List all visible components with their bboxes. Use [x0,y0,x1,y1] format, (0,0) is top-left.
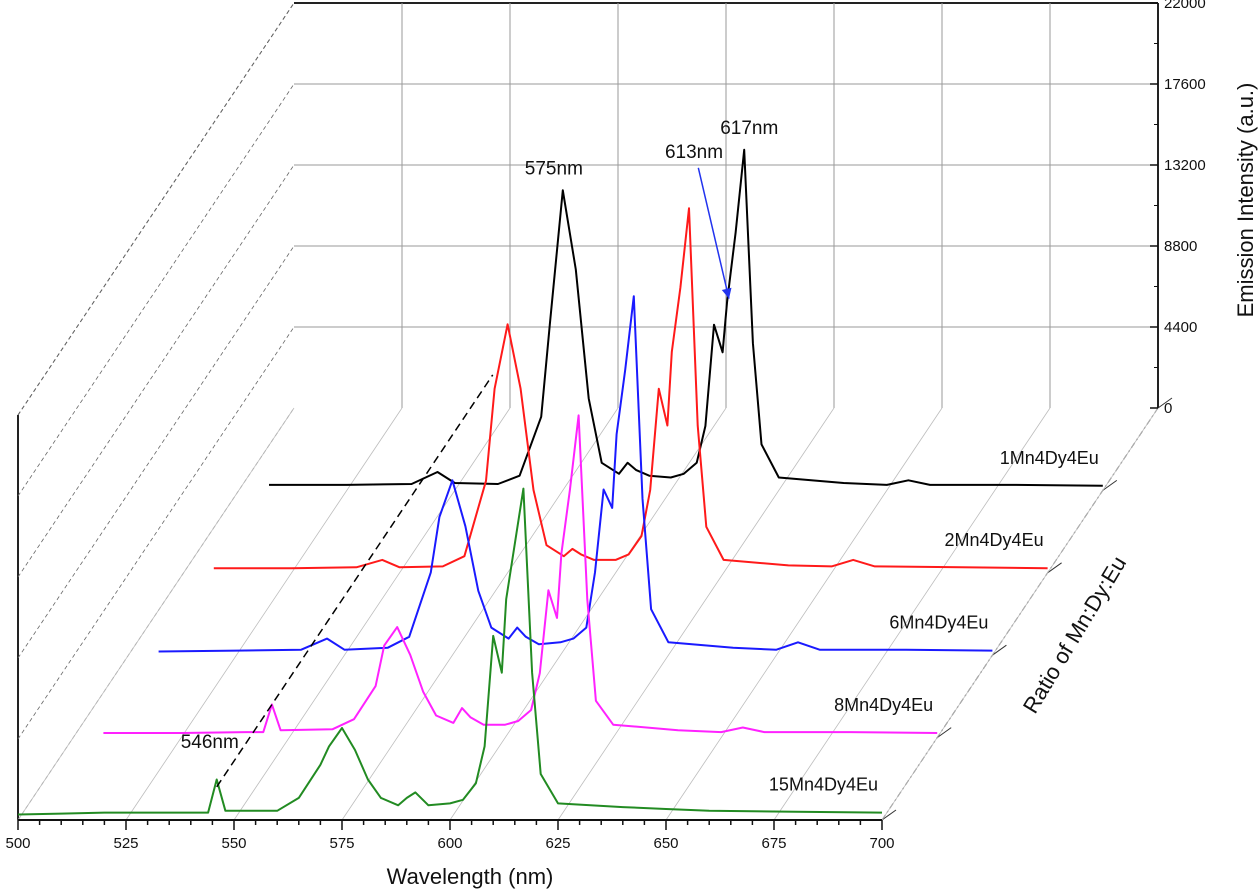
x-tick-label: 500 [5,835,30,852]
left-wall-grid-diag [17,245,295,659]
peak-label-546nm: 546nm [181,732,239,753]
floor-grid-diag [773,407,1051,821]
x-tick-label: 575 [329,835,354,852]
ratio-axis-tick [881,809,897,821]
floor-grid-diag [881,407,1159,821]
series-line-1Mn4Dy4Eu [269,148,1103,487]
ratio-axis-title: Ratio of Mn:Dy:Eu [1018,552,1131,718]
x-tick-label: 600 [437,835,462,852]
series-label-2Mn4Dy4Eu: 2Mn4Dy4Eu [945,530,1044,550]
series-label-6Mn4Dy4Eu: 6Mn4Dy4Eu [889,613,988,633]
x-tick-label: 675 [761,835,786,852]
peak-label-575nm: 575nm [525,158,583,179]
series-line-8Mn4Dy4Eu [103,414,938,734]
floor-grid-diag [665,407,943,821]
annotation-layer: 575nm 617nm 613nm 546nm [181,118,778,788]
series-line-15Mn4Dy4Eu [17,487,883,816]
floor-grid-diag [233,407,511,821]
ratio-axis-tick [992,644,1007,656]
floor-grid-diag [341,407,619,821]
z-tick-label: 8800 [1164,238,1197,255]
floor-grid-diag [557,407,835,821]
left-wall-grid-diag [17,164,295,578]
x-tick-label: 700 [869,835,894,852]
floor-grid-diag [17,407,295,821]
z-tick-label: 13200 [1164,157,1206,174]
z-tick-label: 0 [1164,400,1172,417]
left-wall-grid-diag [17,2,295,416]
axes-layer: 500 525 550 575 600 625 650 675 700 0 4400 8800 1320… [5,0,1205,852]
series-label-1Mn4Dy4Eu: 1Mn4Dy4Eu [1000,448,1099,468]
series-layer: 1Mn4Dy4Eu 2Mn4Dy4Eu 6Mn4Dy4Eu 8Mn4Dy4Eu 15Mn… [17,148,1103,816]
x-axis-title: Wavelength (nm) [387,864,554,889]
intensity-axis-title: Emission Intensity (a.u.) [1233,83,1258,318]
left-wall-grid-diag [17,83,295,497]
ratio-axis-tick [1047,562,1062,574]
series-line-6Mn4Dy4Eu [158,295,993,653]
x-tick-label: 650 [653,835,678,852]
x-tick-label: 625 [545,835,570,852]
x-tick-label: 525 [113,835,138,852]
peak-label-613nm: 613nm [665,142,723,163]
ratio-axis-tick [1102,479,1118,491]
floor-grid-diag [125,407,403,821]
series-label-15Mn4Dy4Eu: 15Mn4Dy4Eu [769,775,878,795]
x-tick-label: 550 [221,835,246,852]
series-label-8Mn4Dy4Eu: 8Mn4Dy4Eu [834,695,933,715]
series-line-2Mn4Dy4Eu [213,207,1048,570]
z-tick-label: 17600 [1164,76,1206,93]
z-tick-label: 4400 [1164,319,1197,336]
ratio-axis-tick [1157,397,1173,409]
z-tick-label: 22000 [1164,0,1206,12]
peak-546-guide [216,374,494,788]
peak-label-617nm: 617nm [720,118,778,139]
left-wall-grid-diag [17,326,295,740]
peak-613-arrow-line [697,167,730,299]
peak-613-arrow-head [721,287,732,299]
ratio-axis-tick [936,727,952,739]
